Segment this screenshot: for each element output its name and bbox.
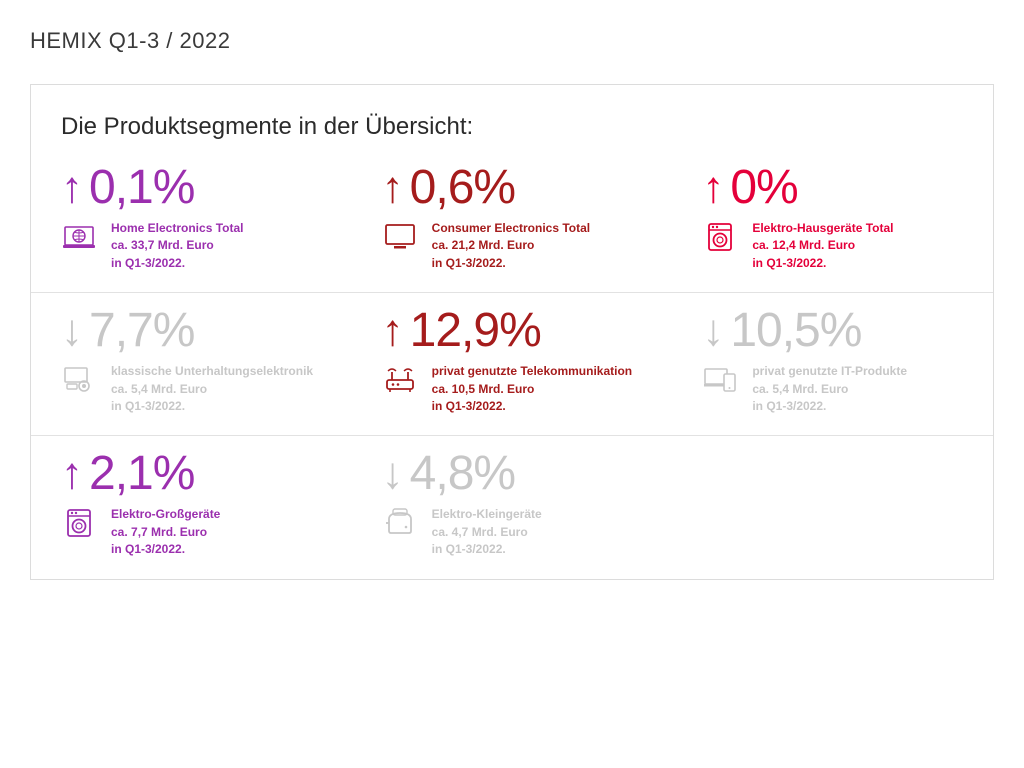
pct-value: 0%: [730, 164, 797, 212]
overview-panel: Die Produktsegmente in der Übersicht: ↑0…: [30, 84, 994, 580]
washer-icon: [702, 220, 738, 252]
trend-arrow-icon: ↑: [382, 309, 404, 353]
tv-icon: [382, 220, 418, 252]
pct-value: 12,9%: [410, 307, 541, 355]
trend-arrow-icon: ↑: [382, 166, 404, 210]
segment-desc: privat genutzte Telekommunikationca. 10,…: [432, 363, 632, 415]
segment-desc: klassische Unterhaltungselektronikca. 5,…: [111, 363, 313, 415]
trend-arrow-icon: ↑: [61, 166, 83, 210]
segment-klassische-unterhaltungs: ↓7,7% klassische Unterhaltungselektronikc…: [31, 292, 352, 435]
pct-value: 7,7%: [89, 307, 194, 355]
segment-desc: Elektro-Hausgeräte Totalca. 12,4 Mrd. Eu…: [752, 220, 893, 272]
router-icon: [382, 363, 418, 395]
trend-arrow-icon: ↑: [61, 452, 83, 496]
pct-value: 10,5%: [730, 307, 861, 355]
trend-arrow-icon: ↓: [61, 309, 83, 353]
segment-desc: privat genutzte IT-Produkteca. 5,4 Mrd. …: [752, 363, 907, 415]
segment-empty: [672, 435, 993, 578]
washer-icon: [61, 506, 97, 538]
pct-value: 0,6%: [410, 164, 515, 212]
segment-consumer-electronics-total: ↑0,6% Consumer Electronics Totalca. 21,2 …: [352, 149, 673, 292]
trend-arrow-icon: ↓: [702, 309, 724, 353]
segment-desc: Elektro-Kleingeräteca. 4,7 Mrd. Euroin Q…: [432, 506, 542, 558]
segment-home-electronics-total: ↑0,1% Home Electronics Totalca. 33,7 Mrd.…: [31, 149, 352, 292]
toaster-icon: [382, 506, 418, 538]
segment-elektro-klein: ↓4,8% Elektro-Kleingeräteca. 4,7 Mrd. Eur…: [352, 435, 673, 578]
page-title: HEMIX Q1-3 / 2022: [30, 28, 994, 54]
segment-elektro-gross: ↑2,1% Elektro-Großgeräteca. 7,7 Mrd. Euro…: [31, 435, 352, 578]
segment-it-privat: ↓10,5% privat genutzte IT-Produkteca. 5,4…: [672, 292, 993, 435]
grid-row-2: ↓7,7%klassische Unterhaltungselektronikc…: [31, 292, 993, 435]
segment-desc: Elektro-Großgeräteca. 7,7 Mrd. Euroin Q1…: [111, 506, 220, 558]
pct-value: 0,1%: [89, 164, 194, 212]
devices-icon: [702, 363, 738, 395]
grid-row-1: ↑0,1%Home Electronics Totalca. 33,7 Mrd.…: [31, 149, 993, 292]
trend-arrow-icon: ↑: [702, 166, 724, 210]
trend-arrow-icon: ↓: [382, 452, 404, 496]
segment-telekom-privat: ↑12,9% privat genutzte Telekommunikationc…: [352, 292, 673, 435]
pct-value: 2,1%: [89, 450, 194, 498]
pct-value: 4,8%: [410, 450, 515, 498]
segment-elektro-hausgeraete-total: ↑0% Elektro-Hausgeräte Totalca. 12,4 Mrd.…: [672, 149, 993, 292]
grid-row-3: ↑2,1% Elektro-Großgeräteca. 7,7 Mrd. Euro…: [31, 435, 993, 578]
segment-desc: Home Electronics Totalca. 33,7 Mrd. Euro…: [111, 220, 243, 272]
globe-laptop-icon: [61, 220, 97, 252]
projector-icon: [61, 363, 97, 395]
segment-desc: Consumer Electronics Totalca. 21,2 Mrd. …: [432, 220, 590, 272]
panel-title: Die Produktsegmente in der Übersicht:: [31, 85, 993, 149]
